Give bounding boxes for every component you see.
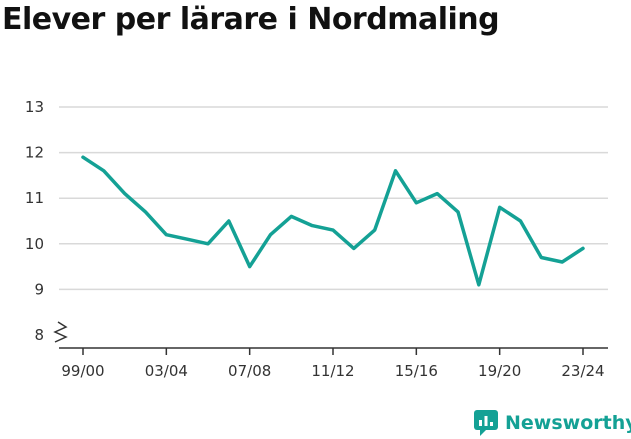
x-tick-label: 03/04	[145, 362, 188, 380]
x-tick-label: 11/12	[311, 362, 354, 380]
y-tick-label-11: 11	[25, 189, 44, 207]
x-tick-label: 19/20	[478, 362, 521, 380]
x-tick-label: 07/08	[228, 362, 271, 380]
y-tick-label-9: 9	[34, 280, 44, 298]
x-axis-ticks	[82, 348, 584, 355]
y-tick-label-8: 8	[34, 326, 44, 344]
x-tick-label: 99/00	[61, 362, 104, 380]
x-tick-label: 23/24	[561, 362, 604, 380]
x-axis-tick-labels: 99/00 03/04 07/08 11/12 15/16 19/20 23/24	[61, 362, 604, 380]
x-axis	[53, 321, 608, 349]
y-axis-tick-labels: 8 9 10 11 12 13	[25, 98, 44, 344]
newsworthy-logo-icon	[474, 410, 498, 436]
y-tick-label-13: 13	[25, 98, 44, 116]
grid-lines	[59, 106, 608, 291]
x-tick-label: 15/16	[395, 362, 438, 380]
series-layer	[81, 155, 585, 287]
axis-break-icon	[53, 321, 68, 343]
brand-name: Newsworthy	[505, 412, 631, 434]
y-tick-label-12: 12	[25, 144, 44, 162]
chart-title: Elever per lärare i Nordmaling	[2, 2, 500, 37]
series-line	[81, 155, 585, 287]
y-tick-label-10: 10	[25, 235, 44, 253]
newsworthy-brand: Newsworthy	[474, 407, 631, 439]
